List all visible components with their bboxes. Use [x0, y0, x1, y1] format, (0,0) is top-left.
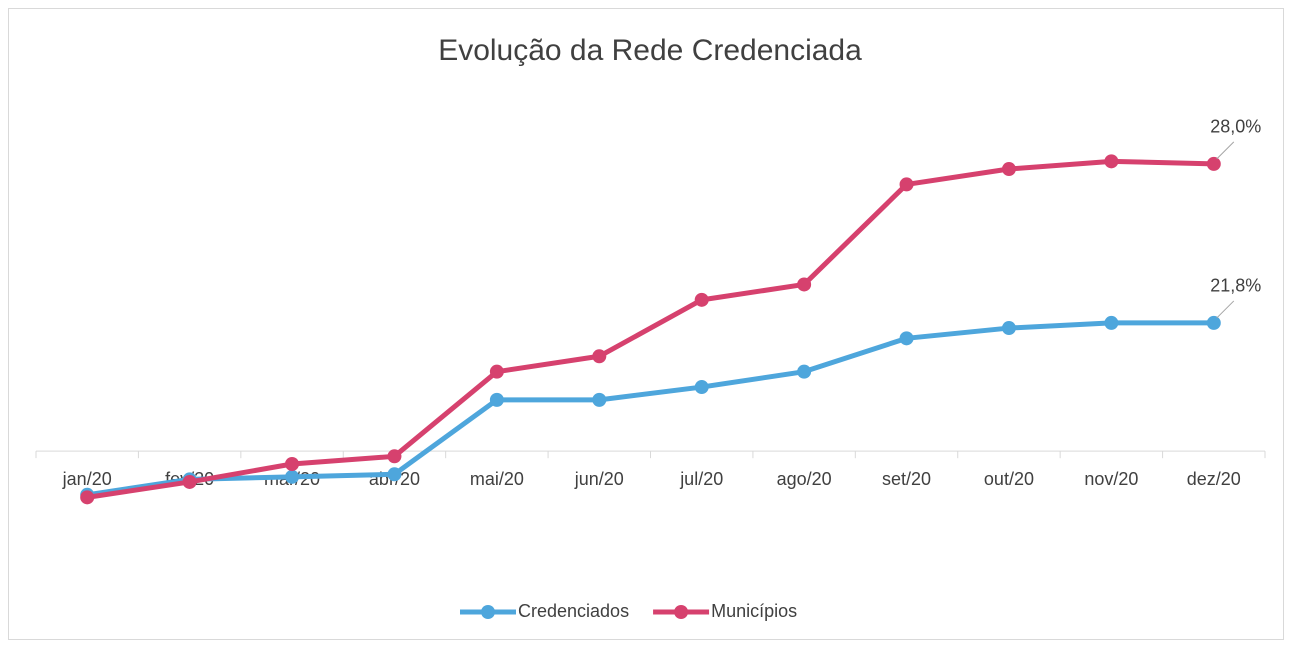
series-point [797, 364, 812, 379]
series-point [489, 392, 504, 407]
x-tick-label: jan/20 [62, 469, 112, 489]
x-tick-label: jun/20 [574, 469, 624, 489]
series-point [1206, 156, 1221, 171]
series-point [80, 490, 95, 505]
x-tick-label: set/20 [882, 469, 931, 489]
series-point [899, 331, 914, 346]
label-leader [1216, 300, 1235, 319]
legend-marker [674, 605, 689, 619]
series-point [592, 392, 607, 407]
series-point [489, 364, 504, 379]
chart-title: Evolução da Rede Credenciada [438, 34, 862, 67]
data-label: 28,0% [1210, 117, 1261, 137]
series-point [694, 292, 709, 307]
series-line [86, 320, 1214, 498]
x-tick-label: dez/20 [1187, 469, 1241, 489]
label-leader [1216, 141, 1235, 160]
x-tick-label: mai/20 [470, 469, 524, 489]
series-point [899, 177, 914, 192]
series-point [182, 474, 197, 489]
legend-marker [481, 605, 495, 619]
x-tick-label: jul/20 [679, 469, 723, 489]
series-point [1206, 315, 1221, 330]
series-point [592, 349, 607, 364]
series-point [694, 380, 709, 395]
x-tick-label: nov/20 [1084, 469, 1138, 489]
series-point [1001, 321, 1016, 336]
series-point [1001, 162, 1016, 177]
data-label: 21,8% [1210, 276, 1261, 296]
series-point [387, 449, 402, 464]
x-tick-label: ago/20 [777, 469, 832, 489]
x-tick-label: out/20 [984, 469, 1034, 489]
series-line [86, 158, 1214, 500]
series-point [285, 457, 300, 472]
legend-label: Credenciados [518, 601, 629, 621]
series-point [285, 469, 300, 484]
series-point [1104, 315, 1119, 330]
series-point [797, 277, 812, 292]
series-point [1104, 154, 1119, 169]
series-point [387, 467, 402, 482]
legend-label: Municípios [711, 601, 797, 621]
